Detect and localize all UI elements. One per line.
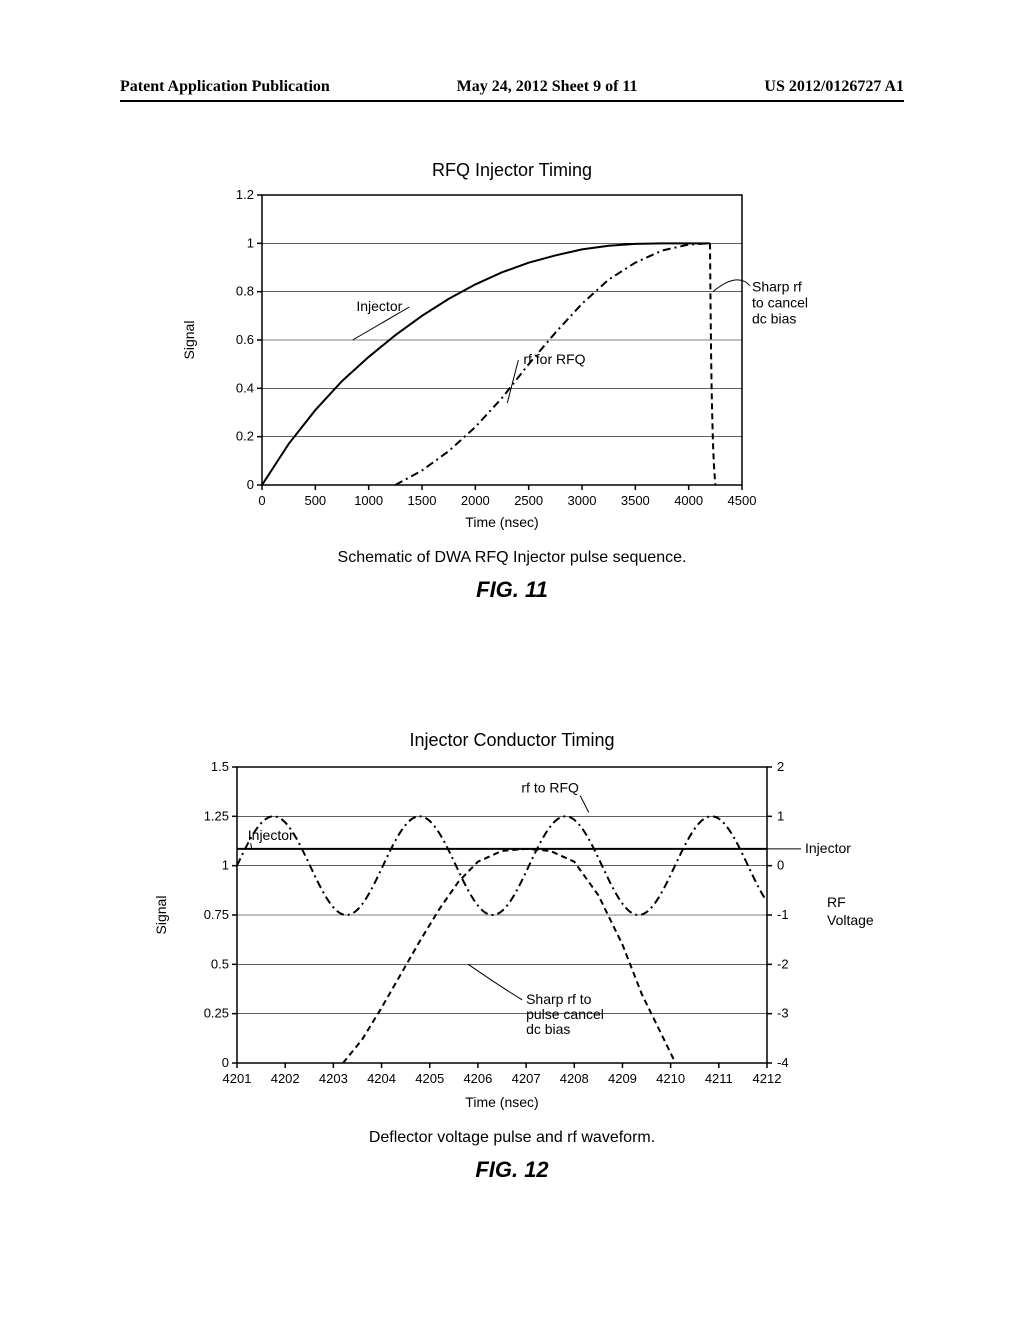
header-rule xyxy=(120,100,904,102)
page-header: Patent Application Publication May 24, 2… xyxy=(0,78,1024,96)
svg-text:1.2: 1.2 xyxy=(236,187,254,202)
svg-text:pulse cancel: pulse cancel xyxy=(526,1006,604,1022)
header-center: May 24, 2012 Sheet 9 of 11 xyxy=(457,78,638,96)
svg-text:4000: 4000 xyxy=(674,493,703,508)
svg-text:0.5: 0.5 xyxy=(211,956,229,971)
svg-text:-1: -1 xyxy=(777,907,789,922)
svg-text:3500: 3500 xyxy=(621,493,650,508)
svg-text:dc bias: dc bias xyxy=(526,1021,570,1037)
fig12-chart: 0 0.25 0.5 0.75 1 1.25 1.5 -4 -3 -2 -1 0 1 2 4201 4202 4… xyxy=(142,755,882,1125)
svg-text:4202: 4202 xyxy=(271,1071,300,1086)
figure-11-block: RFQ Injector Timing 0 0.2 0.4 0.6 0.8 1 1.2 0 50… xyxy=(0,160,1024,603)
svg-text:3000: 3000 xyxy=(568,493,597,508)
svg-text:4205: 4205 xyxy=(415,1071,444,1086)
svg-text:1.5: 1.5 xyxy=(211,759,229,774)
svg-text:-3: -3 xyxy=(777,1006,789,1021)
fig11-chart: 0 0.2 0.4 0.6 0.8 1 1.2 0 500 1000 1500 2000 2500 300… xyxy=(172,185,852,545)
svg-text:4201: 4201 xyxy=(223,1071,252,1086)
svg-text:0.6: 0.6 xyxy=(236,332,254,347)
svg-text:0.2: 0.2 xyxy=(236,429,254,444)
svg-text:rf for RFQ: rf for RFQ xyxy=(523,351,585,367)
svg-text:rf to RFQ: rf to RFQ xyxy=(521,780,579,796)
svg-text:Sharp rf: Sharp rf xyxy=(752,279,802,295)
svg-text:0: 0 xyxy=(258,493,265,508)
fig12-subtitle: Deflector voltage pulse and rf waveform. xyxy=(0,1129,1024,1147)
fig12-label: FIG. 12 xyxy=(0,1157,1024,1183)
fig11-title: RFQ Injector Timing xyxy=(0,160,1024,181)
svg-text:1: 1 xyxy=(222,858,229,873)
svg-text:Time (nsec): Time (nsec) xyxy=(465,1094,538,1110)
figure-12-block: Injector Conductor Timing 0 0.25 0.5 0.75 1 1… xyxy=(0,730,1024,1183)
fig11-subtitle: Schematic of DWA RFQ Injector pulse sequ… xyxy=(0,549,1024,567)
svg-text:4203: 4203 xyxy=(319,1071,348,1086)
svg-text:0.8: 0.8 xyxy=(236,284,254,299)
svg-text:to cancel: to cancel xyxy=(752,295,808,311)
svg-text:Signal: Signal xyxy=(153,896,169,935)
svg-text:1: 1 xyxy=(777,808,784,823)
svg-text:Time (nsec): Time (nsec) xyxy=(465,514,538,530)
svg-text:Voltage: Voltage xyxy=(827,912,874,928)
page: { "header": { "left": "Patent Applicatio… xyxy=(0,0,1024,1320)
svg-text:1500: 1500 xyxy=(408,493,437,508)
svg-text:RF: RF xyxy=(827,894,846,910)
svg-text:Sharp rf to: Sharp rf to xyxy=(526,991,592,1007)
header-left: Patent Application Publication xyxy=(120,78,330,96)
svg-text:Injector: Injector xyxy=(805,840,851,856)
svg-text:4208: 4208 xyxy=(560,1071,589,1086)
svg-text:4207: 4207 xyxy=(512,1071,541,1086)
svg-text:-4: -4 xyxy=(777,1055,789,1070)
svg-text:0: 0 xyxy=(247,477,254,492)
svg-text:4204: 4204 xyxy=(367,1071,396,1086)
svg-text:2500: 2500 xyxy=(514,493,543,508)
svg-text:0.25: 0.25 xyxy=(204,1006,229,1021)
svg-text:4210: 4210 xyxy=(656,1071,685,1086)
header-right: US 2012/0126727 A1 xyxy=(764,78,904,96)
svg-text:4212: 4212 xyxy=(753,1071,782,1086)
svg-text:0: 0 xyxy=(777,858,784,873)
fig12-title: Injector Conductor Timing xyxy=(0,730,1024,751)
svg-text:Injector: Injector xyxy=(248,827,294,843)
svg-text:Signal: Signal xyxy=(181,321,197,360)
svg-text:4500: 4500 xyxy=(728,493,757,508)
svg-text:-2: -2 xyxy=(777,956,789,971)
svg-text:0.75: 0.75 xyxy=(204,907,229,922)
svg-text:2: 2 xyxy=(777,759,784,774)
svg-text:2000: 2000 xyxy=(461,493,490,508)
fig11-label: FIG. 11 xyxy=(0,577,1024,603)
svg-text:1.25: 1.25 xyxy=(204,808,229,823)
svg-text:Injector: Injector xyxy=(356,298,402,314)
svg-text:4206: 4206 xyxy=(463,1071,492,1086)
svg-text:4209: 4209 xyxy=(608,1071,637,1086)
svg-text:0: 0 xyxy=(222,1055,229,1070)
svg-text:1000: 1000 xyxy=(354,493,383,508)
svg-text:4211: 4211 xyxy=(705,1071,733,1086)
svg-text:1: 1 xyxy=(247,235,254,250)
svg-text:500: 500 xyxy=(304,493,326,508)
svg-text:0.4: 0.4 xyxy=(236,380,254,395)
svg-text:dc bias: dc bias xyxy=(752,311,796,327)
